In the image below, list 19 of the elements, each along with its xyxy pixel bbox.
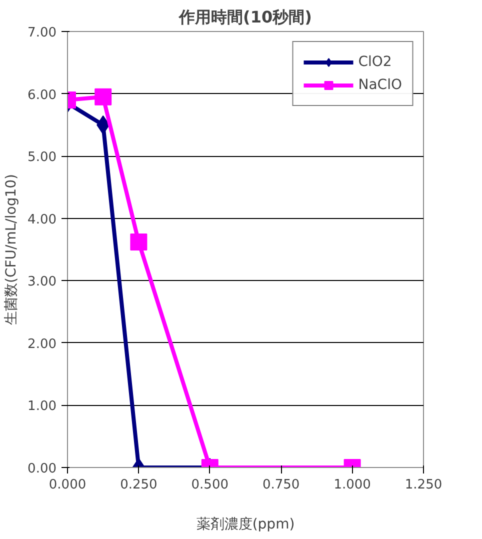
y-tick-label: 5.00 (28, 150, 57, 166)
y-tick-label: 3.00 (28, 274, 57, 290)
y-tick-label: 2.00 (28, 336, 57, 352)
y-axis-title: 生菌数(CFU/mL/log10) (4, 174, 20, 326)
x-tick-label: 0.250 (120, 478, 158, 492)
x-axis-title: 薬剤濃度(ppm) (196, 516, 295, 532)
y-tick-label: 0.00 (28, 462, 57, 476)
y-tick-label: 4.00 (28, 212, 57, 228)
legend-label: ClO2 (358, 54, 392, 70)
x-tick-label: 1.250 (404, 478, 442, 492)
x-tick-label: 1.000 (334, 478, 371, 492)
x-tick-label: 0.500 (191, 478, 229, 492)
legend-label: NaClO (358, 77, 402, 93)
y-tick-label: 1.00 (28, 399, 57, 414)
y-tick-label: 7.00 (28, 26, 57, 40)
chart-title: 作用時間(10秒間) (178, 8, 312, 26)
x-tick-label: 0.000 (48, 478, 86, 492)
y-tick-label: 6.00 (28, 88, 57, 103)
x-tick-label: 0.750 (262, 478, 300, 492)
